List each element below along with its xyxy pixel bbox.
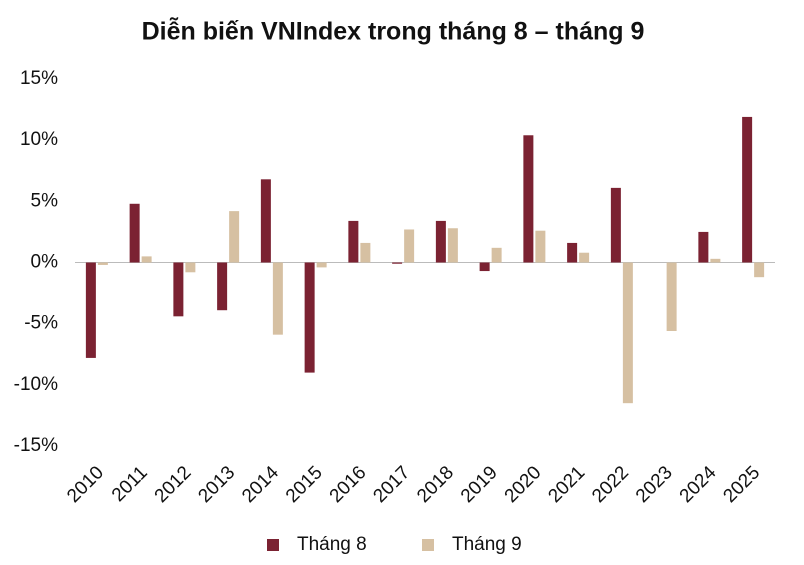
bar <box>404 229 415 263</box>
x-tick-label: 2024 <box>676 462 721 507</box>
legend-label: Tháng 9 <box>452 534 522 555</box>
bar <box>567 242 578 263</box>
x-tick-label: 2025 <box>719 462 764 507</box>
bar <box>710 258 721 263</box>
y-tick-label: 10% <box>20 129 58 150</box>
x-tick-label: 2016 <box>326 462 371 507</box>
x-tick-label: 2015 <box>282 462 327 507</box>
x-tick-label: 2021 <box>544 462 589 507</box>
bar <box>392 262 403 264</box>
bar <box>479 262 490 272</box>
legend-label: Tháng 8 <box>297 534 367 555</box>
chart-title: Diễn biến VNIndex trong tháng 8 – tháng … <box>142 16 645 46</box>
bar <box>129 203 140 263</box>
bar <box>491 247 502 263</box>
x-tick-label: 2012 <box>151 462 196 507</box>
bar <box>535 230 546 263</box>
bar <box>97 262 108 265</box>
bar <box>141 256 152 263</box>
bar <box>173 262 184 317</box>
bar <box>185 262 196 273</box>
x-tick-label: 2010 <box>63 462 108 507</box>
legend-swatch <box>422 539 434 551</box>
x-tick-label: 2011 <box>108 462 152 506</box>
bar <box>447 228 458 263</box>
bar <box>272 262 283 335</box>
y-tick-label: -5% <box>24 313 58 334</box>
y-tick-label: -15% <box>14 435 58 456</box>
bar <box>666 262 677 332</box>
x-tick-label: 2017 <box>369 462 414 507</box>
legend-swatch <box>267 539 279 551</box>
x-tick-label: 2019 <box>457 462 502 507</box>
bar <box>348 220 359 263</box>
bar <box>435 220 446 263</box>
bar <box>360 242 371 263</box>
bar <box>316 262 327 268</box>
bar <box>217 262 228 311</box>
bar <box>260 179 271 263</box>
bar <box>622 262 633 404</box>
bar <box>85 262 96 358</box>
bar <box>523 135 534 263</box>
bar <box>610 187 621 263</box>
y-tick-label: 15% <box>20 68 58 89</box>
x-tick-label: 2020 <box>501 462 546 507</box>
bar <box>229 211 240 263</box>
bar <box>698 231 709 263</box>
x-tick-label: 2022 <box>588 462 633 507</box>
bar <box>742 116 753 263</box>
x-tick-label: 2014 <box>238 462 283 507</box>
y-tick-label: 0% <box>31 252 59 273</box>
bar <box>754 262 765 278</box>
y-tick-label: -10% <box>14 374 58 395</box>
x-tick-label: 2023 <box>632 462 677 507</box>
x-tick-label: 2018 <box>413 462 458 507</box>
x-tick-label: 2013 <box>194 462 239 507</box>
y-tick-label: 5% <box>31 190 59 211</box>
bar <box>304 262 315 373</box>
bar <box>579 252 590 263</box>
